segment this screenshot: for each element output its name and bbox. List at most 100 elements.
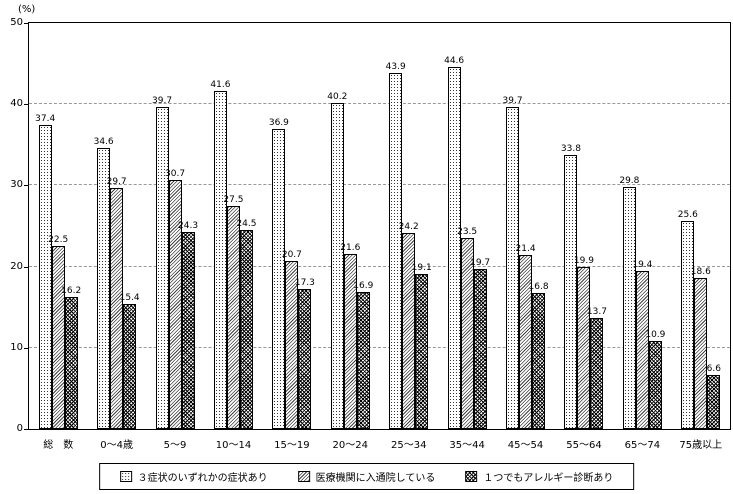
legend-swatch-visiting-medical-institution (297, 471, 310, 482)
x-category-label: 5～9 (163, 440, 187, 451)
bar-any-of-3-symptoms (622, 187, 636, 429)
gridline (29, 265, 730, 267)
legend-swatch-allergy-diagnosis (465, 471, 478, 482)
x-category-label: 45～54 (507, 440, 544, 451)
bar-visiting-medical-institution (110, 187, 124, 429)
plot-area: 37.4 22.5 16.2 34.6 29.7 15.4 39.7 30.7 24.3 41.6… (28, 22, 731, 430)
y-tick-label: 0 (16, 423, 23, 434)
bar-allergy-diagnosis (239, 230, 253, 429)
bar-value-label: 37.4 (35, 114, 56, 125)
y-tick-mark (24, 429, 28, 430)
legend-label: 医療機関に入通院している (315, 473, 436, 484)
bar-allergy-diagnosis (415, 273, 429, 429)
bar-value-label: 24.2 (398, 221, 419, 232)
bar-value-label: 25.6 (677, 210, 698, 221)
bar-visiting-medical-institution (577, 267, 591, 429)
bar-any-of-3-symptoms (272, 129, 286, 429)
x-category-label: 65～74 (624, 440, 661, 451)
bar-allergy-diagnosis (298, 288, 312, 429)
bar-value-label: 34.6 (93, 137, 114, 148)
bar-value-label: 40.2 (327, 91, 348, 102)
bar-value-label: 41.6 (210, 80, 231, 91)
legend-label: １つでもアレルギー診断あり (483, 473, 614, 484)
bar-value-label: 13.7 (586, 306, 607, 317)
bar-allergy-diagnosis (648, 340, 662, 429)
bar-value-label: 23.5 (457, 227, 478, 238)
gridline (29, 103, 730, 105)
bar-any-of-3-symptoms (447, 66, 461, 429)
bar-visiting-medical-institution (519, 255, 533, 429)
bar-value-label: 6.6 (706, 364, 721, 375)
legend-label: ３症状のいずれかの症状あり (137, 473, 268, 484)
legend-item: ３症状のいずれかの症状あり (119, 469, 268, 484)
gridline (29, 184, 730, 186)
x-category-label: 75歳以上 (679, 440, 723, 451)
bar-value-label: 21.4 (515, 244, 536, 255)
bar-value-label: 17.3 (294, 277, 315, 288)
bar-value-label: 21.6 (340, 242, 361, 253)
y-tick-mark (24, 185, 28, 187)
bar-any-of-3-symptoms (681, 221, 695, 429)
bar-value-label: 20.7 (281, 249, 302, 260)
bar-value-label: 18.6 (690, 266, 711, 277)
bar-allergy-diagnosis (590, 317, 604, 429)
bar-visiting-medical-institution (460, 238, 474, 429)
bar-any-of-3-symptoms (97, 148, 111, 429)
bar-value-label: 19.7 (470, 258, 491, 269)
y-tick-label: 10 (10, 341, 23, 353)
bar-any-of-3-symptoms (506, 106, 520, 429)
bar-any-of-3-symptoms (155, 106, 169, 429)
bar-allergy-diagnosis (64, 297, 78, 429)
bar-value-label: 44.6 (444, 55, 465, 66)
bar-visiting-medical-institution (285, 260, 299, 429)
bar-allergy-diagnosis (707, 375, 721, 429)
legend-swatch-any-of-3-symptoms (119, 471, 132, 482)
bar-any-of-3-symptoms (38, 125, 52, 429)
bar-value-label: 39.7 (152, 95, 173, 106)
bar-allergy-diagnosis (123, 303, 137, 429)
bar-any-of-3-symptoms (330, 102, 344, 429)
y-tick-mark (24, 347, 28, 349)
bar-value-label: 19.1 (411, 262, 432, 273)
bar-value-label: 27.5 (223, 194, 244, 205)
bar-value-label: 16.2 (61, 286, 82, 297)
bar-any-of-3-symptoms (564, 154, 578, 429)
bar-value-label: 24.5 (236, 219, 257, 230)
y-tick-mark (24, 23, 28, 24)
bar-visiting-medical-institution (51, 246, 65, 429)
bar-visiting-medical-institution (343, 253, 357, 429)
bar-value-label: 29.8 (619, 176, 640, 187)
bar-allergy-diagnosis (532, 292, 546, 429)
bar-value-label: 36.9 (268, 118, 289, 129)
x-category-label: 25～34 (390, 440, 427, 451)
legend-item: 医療機関に入通院している (297, 469, 436, 484)
bar-value-label: 16.9 (353, 280, 374, 291)
bar-value-label: 19.4 (632, 260, 653, 271)
bar-value-label: 39.7 (502, 95, 523, 106)
bar-value-label: 29.7 (106, 176, 127, 187)
x-category-label: 20～24 (332, 440, 369, 451)
bar-value-label: 30.7 (165, 168, 186, 179)
x-category-label: 10～14 (215, 440, 252, 451)
bar-value-label: 43.9 (385, 61, 406, 72)
x-category-label: 15～19 (274, 440, 310, 451)
bar-any-of-3-symptoms (213, 91, 227, 429)
legend-item: １つでもアレルギー診断あり (465, 469, 613, 484)
bar-value-label: 33.8 (560, 143, 581, 154)
bar-value-label: 10.9 (645, 329, 666, 340)
y-axis-unit-label: (%) (18, 4, 36, 15)
bar-visiting-medical-institution (402, 232, 416, 429)
bar-visiting-medical-institution (168, 179, 182, 429)
bar-visiting-medical-institution (694, 277, 708, 429)
x-category-label: 35～44 (449, 440, 485, 451)
y-tick-label: 20 (10, 260, 23, 272)
y-tick-label: 50 (10, 17, 23, 28)
bar-value-label: 15.4 (119, 292, 140, 303)
bar-value-label: 24.3 (178, 220, 199, 231)
bar-visiting-medical-institution (635, 271, 649, 429)
bar-allergy-diagnosis (356, 291, 370, 429)
bar-visiting-medical-institution (226, 205, 240, 429)
bar-allergy-diagnosis (473, 269, 487, 429)
bar-value-label: 16.8 (528, 281, 549, 292)
